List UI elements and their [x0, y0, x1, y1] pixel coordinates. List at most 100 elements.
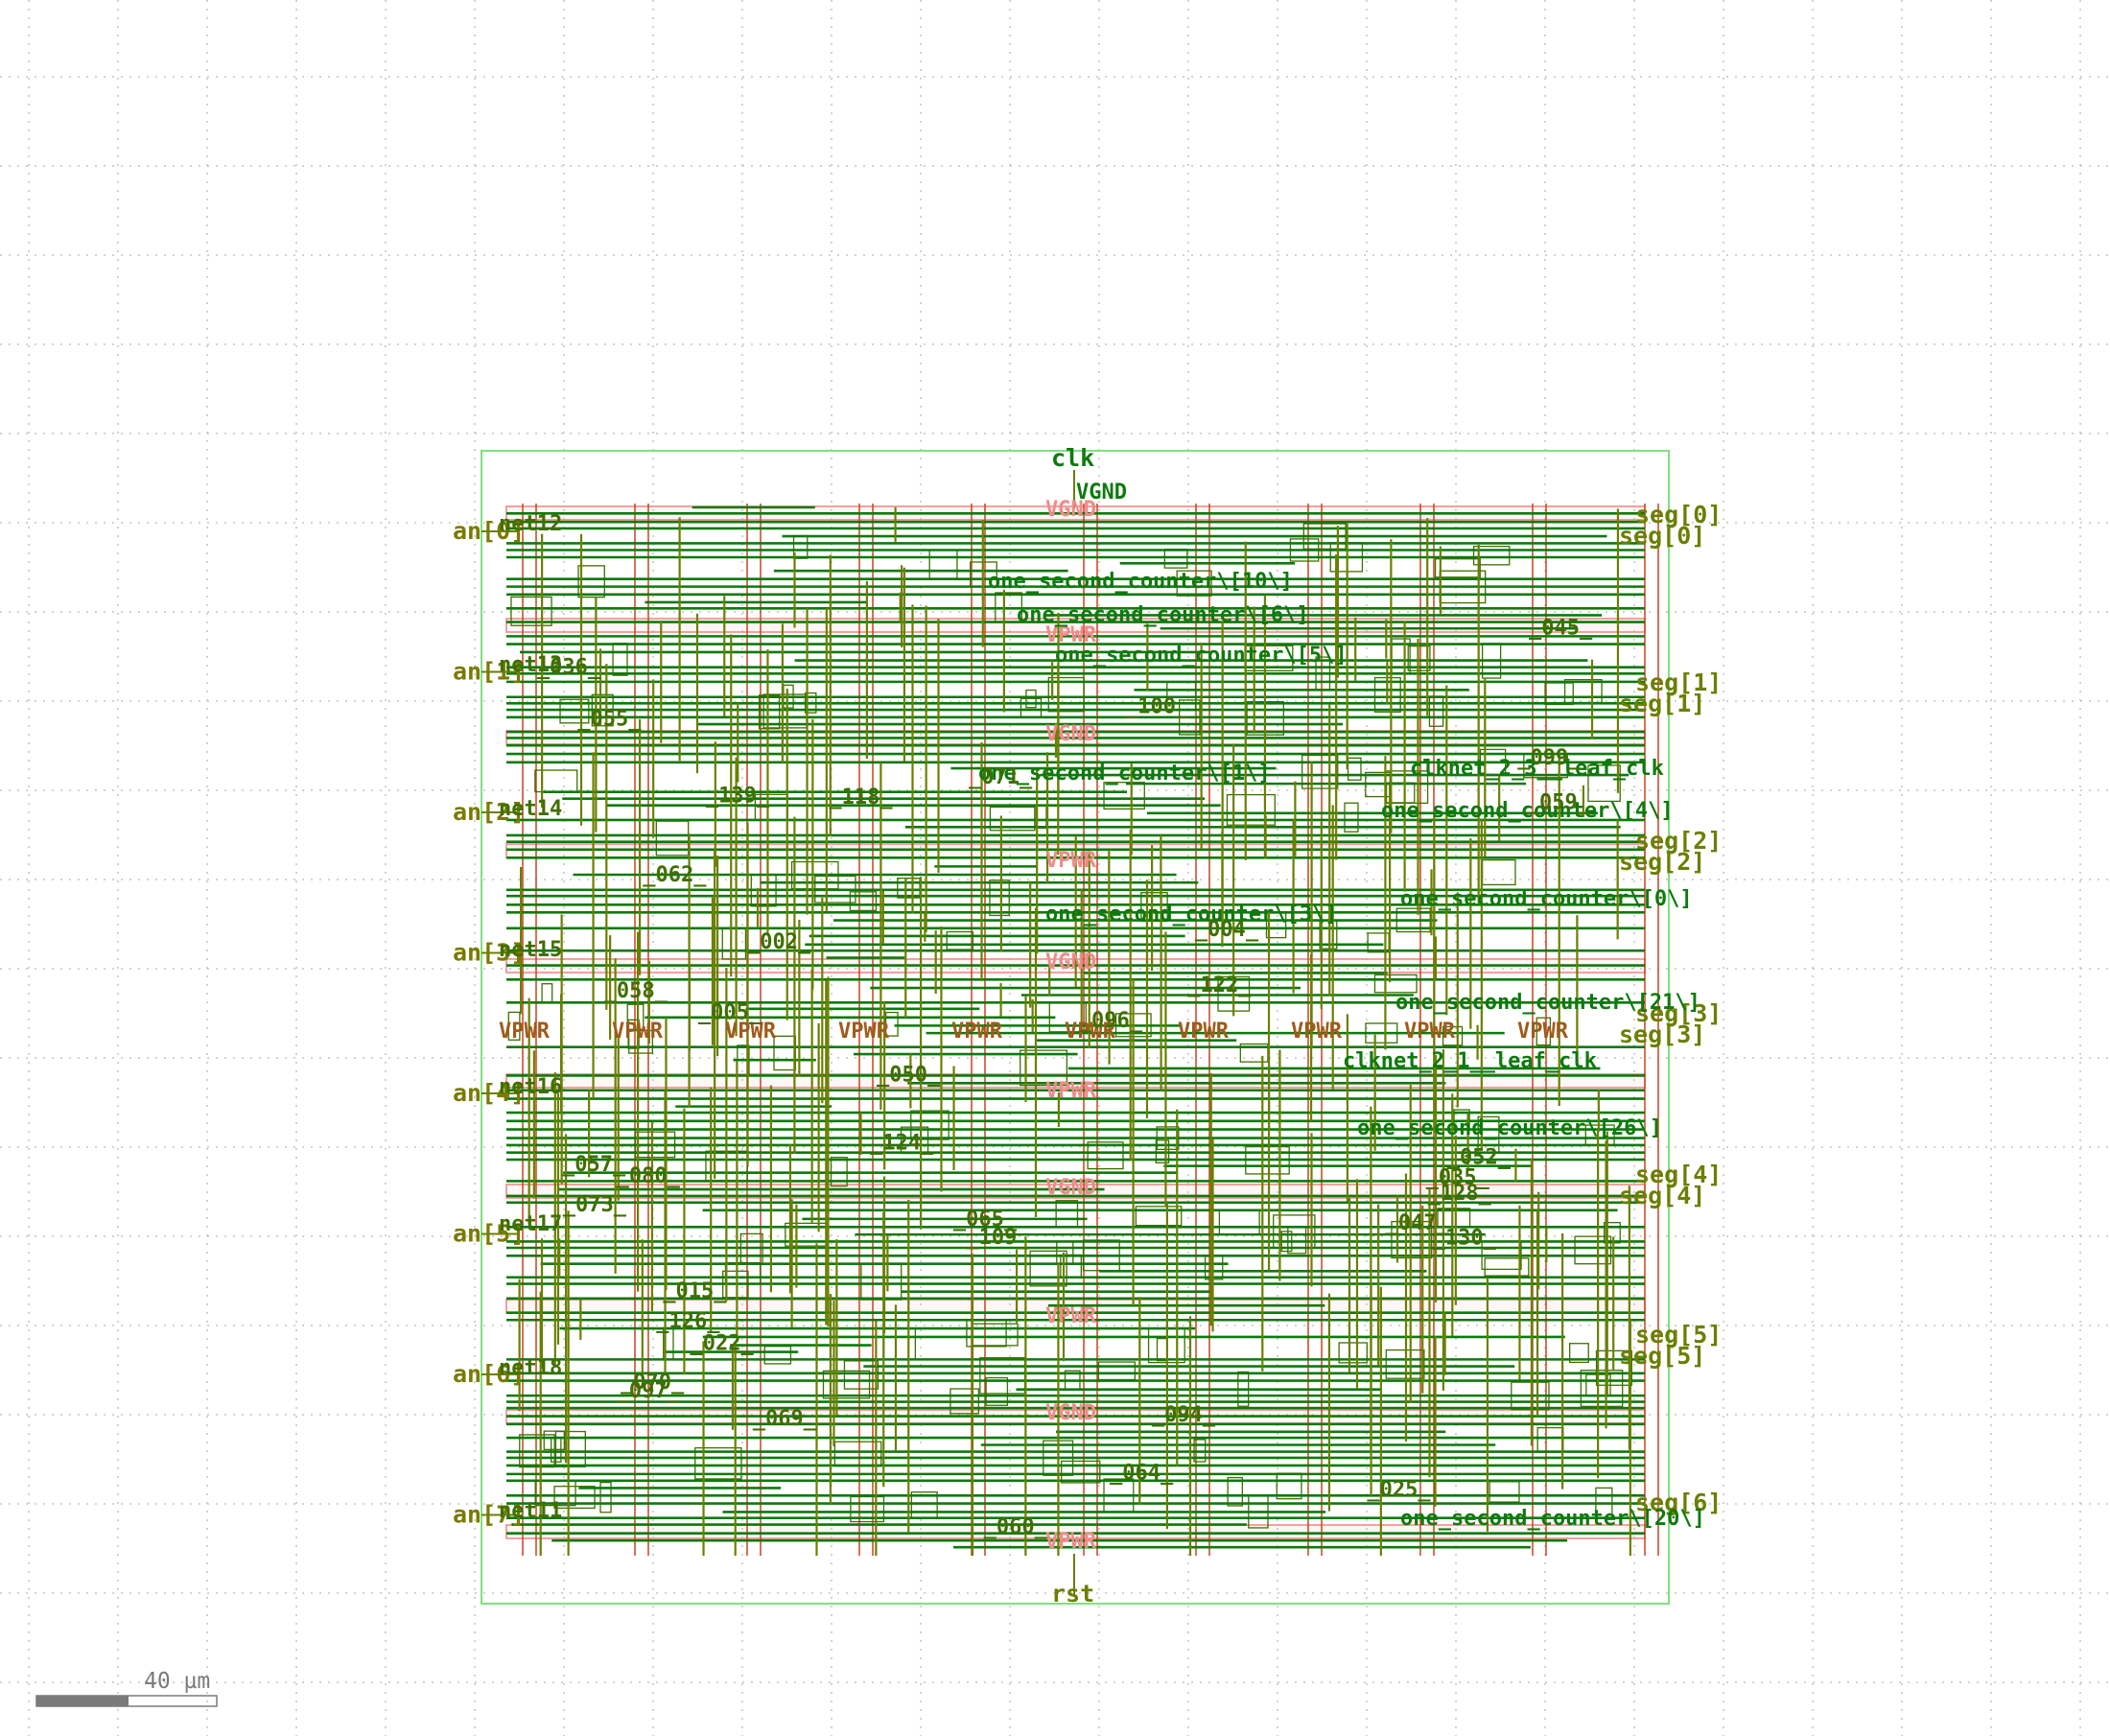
standard-cell — [694, 1446, 742, 1480]
standard-cell — [1055, 1200, 1079, 1229]
standard-cell — [1472, 545, 1511, 566]
right-pin-label: seg[4] — [1635, 1161, 1722, 1188]
standard-cell — [989, 806, 1036, 832]
net-label: _080_ — [617, 1164, 681, 1188]
standard-cell — [1047, 676, 1085, 713]
scale-bar-outline — [35, 1695, 218, 1707]
net-label: _070_ — [621, 1371, 685, 1395]
center-power-label: VPWR — [1045, 1079, 1097, 1103]
strap-power-label: VPWR — [1517, 1020, 1569, 1044]
net-label: _094_ — [1152, 1403, 1216, 1427]
right-pin-label: seg[0] — [1635, 501, 1722, 528]
net-label: _022_ — [691, 1332, 755, 1356]
standard-cell — [507, 1011, 521, 1041]
net-label: one_second_counter\[4\] — [1381, 799, 1674, 823]
scale-bar-label: 40 µm — [144, 1669, 210, 1694]
net-label: net15 — [499, 938, 562, 962]
net-label: _062_ — [643, 863, 707, 887]
standard-cell — [1428, 695, 1444, 727]
right-pin-label: seg[1] — [1635, 669, 1722, 696]
net-label: one_second_counter\[3\] — [1045, 903, 1338, 927]
rst-pin-label: rst — [1051, 1580, 1094, 1607]
strap-power-label: VPWR — [612, 1020, 664, 1044]
net-label: one_second_counter\[1\] — [978, 762, 1271, 786]
net-label: _025_ — [1367, 1478, 1431, 1502]
standard-cell — [1338, 1342, 1368, 1364]
standard-cell — [1087, 1141, 1124, 1170]
net-label: _069_ — [753, 1407, 817, 1431]
net-label: net17 — [499, 1212, 562, 1236]
standard-cell — [1434, 558, 1481, 578]
right-io-pins: seg[0]seg[1]seg[2]seg[3]seg[4]seg[5]seg[… — [1619, 501, 1722, 1516]
right-pin-label-dup: seg[2] — [1619, 848, 1705, 876]
strap-power-label: VPWR — [1178, 1020, 1230, 1044]
net-label: _050_ — [877, 1064, 941, 1088]
standard-cell — [1025, 689, 1037, 709]
net-labels: one_second_counter\[10\] one_second_count… — [499, 512, 1705, 1539]
right-pin-label-dup: seg[1] — [1619, 690, 1705, 717]
net-label: one_second_counter\[20\] — [1400, 1507, 1705, 1531]
center-power-label: VGND — [1045, 1401, 1096, 1425]
center-power-label: VPWR — [1045, 849, 1097, 873]
net-label: _052_ — [1447, 1145, 1512, 1169]
net-label: one_second_counter\[5\] — [1055, 644, 1348, 668]
net-label: _064_ — [1110, 1462, 1174, 1486]
standard-cell — [910, 1110, 950, 1140]
net-label: _100_ — [1125, 694, 1189, 718]
standard-cell — [1603, 1222, 1621, 1244]
standard-cell — [1103, 782, 1145, 810]
standard-cell — [1218, 1209, 1260, 1235]
net-label: _059_ — [1527, 790, 1591, 814]
center-power-label: VGND — [1045, 1176, 1096, 1200]
standard-cell — [946, 930, 974, 950]
standard-cell — [1569, 1343, 1589, 1364]
net-label: one_second_counter\[26\] — [1357, 1116, 1662, 1140]
left-io-pins: an[0]an[1]an[2]an[3]an[4]an[5]an[6]an[7] — [453, 517, 525, 1529]
standard-cell — [543, 1430, 566, 1450]
standard-cell — [928, 549, 958, 579]
standard-cell — [724, 1261, 762, 1285]
net-label: net18 — [499, 1356, 562, 1380]
net-label: _109_ — [966, 1226, 1030, 1250]
strap-power-label: VPWR — [1404, 1020, 1456, 1044]
standard-cell — [626, 1003, 645, 1030]
standard-cell — [599, 1481, 612, 1513]
vertical-metal-wires — [518, 506, 1631, 1556]
standard-cell — [1029, 1250, 1067, 1287]
standard-cell — [612, 643, 628, 676]
strap-power-label: VPWR — [1291, 1020, 1343, 1044]
net-label: _055_ — [577, 707, 642, 731]
standard-cell — [843, 1360, 879, 1390]
standard-cell — [762, 693, 808, 729]
center-power-label: VGND — [1045, 498, 1096, 522]
standard-cell — [559, 698, 590, 724]
net-label: _060_ — [984, 1515, 1048, 1539]
center-power-label: VGND — [1045, 722, 1096, 746]
right-pin-label-dup: seg[0] — [1619, 522, 1705, 550]
standard-cell — [989, 880, 1010, 917]
net-label: clknet_2_1__leaf_clk — [1343, 1049, 1597, 1073]
net-label: net12 — [499, 512, 562, 536]
standard-cell — [1544, 682, 1574, 706]
net-label: _139_ — [706, 785, 770, 809]
net-label: one_second_counter\[0\] — [1400, 887, 1693, 911]
net-label: _099_ — [1517, 746, 1582, 770]
standard-cell — [541, 983, 553, 1004]
net-label: _097_ — [617, 1379, 681, 1403]
standard-cell — [883, 1327, 917, 1361]
net-label: _122_ — [1187, 974, 1252, 997]
net-label: net14 — [499, 797, 562, 821]
net-label: _015_ — [663, 1279, 727, 1303]
standard-cell — [833, 1441, 882, 1467]
net-label: one_second_counter\[21\] — [1395, 991, 1700, 1015]
strap-power-label: VPWR — [951, 1020, 1003, 1044]
standard-cell — [1574, 1235, 1612, 1265]
right-pin-label: seg[6] — [1635, 1489, 1722, 1516]
right-pin-label: seg[2] — [1635, 827, 1722, 855]
strap-power-label: VPWR — [1065, 1020, 1116, 1044]
standard-cell — [1239, 1043, 1269, 1063]
strap-power-label: VPWR — [499, 1020, 551, 1044]
strap-power-label: VPWR — [725, 1020, 777, 1044]
standard-cell — [1489, 1481, 1520, 1503]
center-power-label: VPWR — [1045, 623, 1097, 647]
